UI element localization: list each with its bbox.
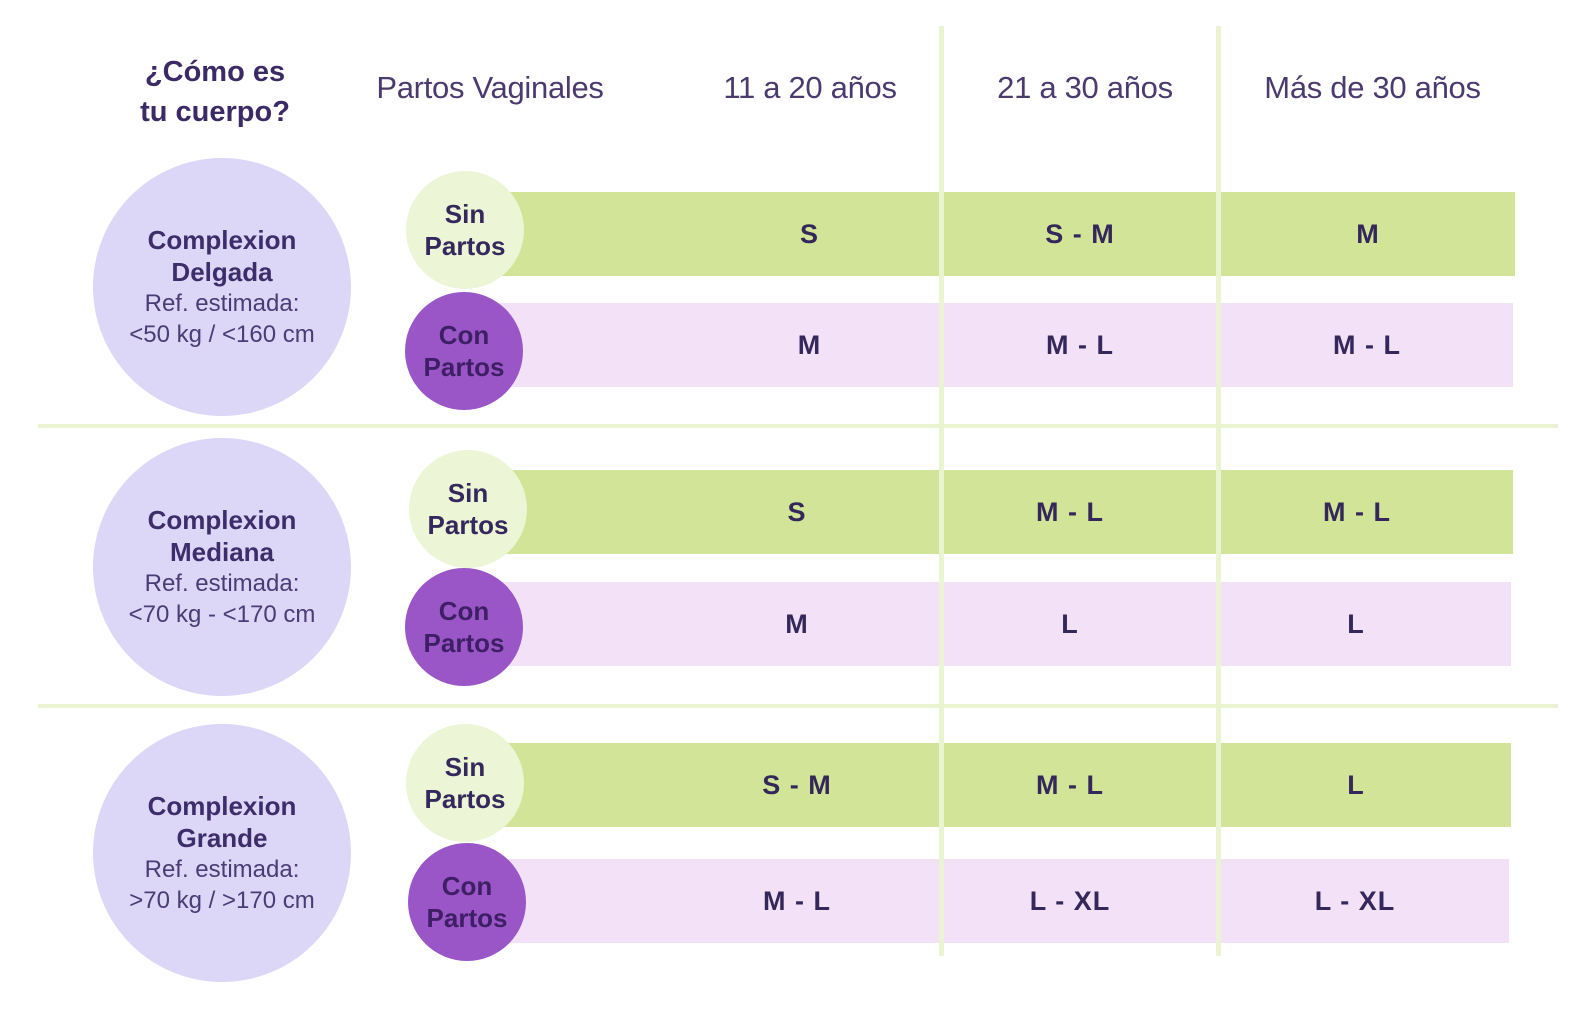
size-cell: M: [480, 582, 939, 666]
size-cell: M: [1221, 192, 1515, 276]
question-line-1: ¿Cómo es: [144, 56, 286, 88]
row-divider: [38, 704, 1558, 708]
con-partos-badge: Con Partos: [408, 843, 526, 961]
row-divider: [38, 424, 1558, 428]
question-line-2: tu cuerpo?: [140, 96, 290, 128]
size-cell: M - L: [1221, 303, 1513, 387]
size-cell: M: [480, 303, 939, 387]
size-cell: S: [480, 192, 939, 276]
size-cell: M - L: [480, 859, 939, 943]
size-cell: L: [944, 582, 1216, 666]
size-cell: L: [1221, 743, 1511, 827]
age-column-header-30-plus: Más de 30 años: [1264, 70, 1481, 105]
age-column-header-11-20: 11 a 20 años: [723, 70, 897, 105]
size-cell: L - XL: [1221, 859, 1509, 943]
partos-vaginales-header: Partos Vaginales: [376, 70, 604, 105]
size-cell: L - XL: [944, 859, 1216, 943]
sin-partos-badge: Sin Partos: [406, 724, 524, 842]
sin-partos-badge: Sin Partos: [406, 171, 524, 289]
size-cell: S: [480, 470, 939, 554]
size-cell: S - M: [944, 192, 1216, 276]
size-cell: M - L: [944, 303, 1216, 387]
sin-partos-badge: Sin Partos: [409, 450, 527, 568]
complexion-circle-delgada: Complexion Delgada Ref. estimada: <50 kg…: [93, 158, 351, 416]
column-divider: [939, 26, 944, 956]
size-cell: M - L: [1221, 470, 1513, 554]
complexion-circle-grande: Complexion Grande Ref. estimada: >70 kg …: [93, 724, 351, 982]
complexion-circle-mediana: Complexion Mediana Ref. estimada: <70 kg…: [93, 438, 351, 696]
size-cell: M - L: [944, 743, 1216, 827]
size-cell: L: [1221, 582, 1511, 666]
con-partos-badge: Con Partos: [405, 568, 523, 686]
age-column-header-21-30: 21 a 30 años: [997, 70, 1173, 105]
con-partos-badge: Con Partos: [405, 292, 523, 410]
column-divider: [1216, 26, 1221, 956]
body-type-question: ¿Cómo es tu cuerpo?: [120, 52, 310, 132]
size-cell: M - L: [944, 470, 1216, 554]
size-cell: S - M: [480, 743, 939, 827]
